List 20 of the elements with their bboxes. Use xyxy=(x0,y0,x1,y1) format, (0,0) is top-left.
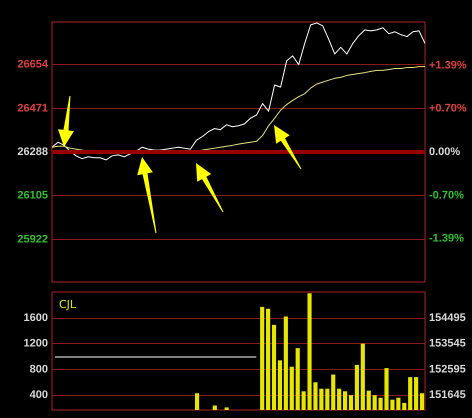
y2-tick-label: -0.70% xyxy=(429,190,464,202)
y-tick-label: 26288 xyxy=(17,146,48,158)
y-tick-label: 400 xyxy=(30,389,48,402)
line-series xyxy=(52,22,426,160)
y2-tick-label: +0.70% xyxy=(429,102,467,114)
y-tick-label: 1200 xyxy=(24,338,48,350)
y2-tick-label: 0.00% xyxy=(429,146,460,158)
y2-tick-label: +1.39% xyxy=(429,60,467,72)
y2-tick-label: 152595 xyxy=(429,363,466,376)
y2-tick-label: -1.39% xyxy=(429,232,464,244)
y2-tick-label: 154495 xyxy=(429,312,466,324)
y-tick-label: 1600 xyxy=(24,312,48,324)
y-tick-label: 26471 xyxy=(17,102,48,114)
y-tick-label: 26105 xyxy=(17,190,48,202)
text: CJL xyxy=(59,298,77,311)
y2-tick-label: 151645 xyxy=(429,389,466,402)
y2-tick-label: 153545 xyxy=(429,338,466,350)
y-tick-label: 26654 xyxy=(17,58,49,71)
y-tick-label: 800 xyxy=(30,363,48,376)
y-tick-label: 25922 xyxy=(17,233,48,246)
